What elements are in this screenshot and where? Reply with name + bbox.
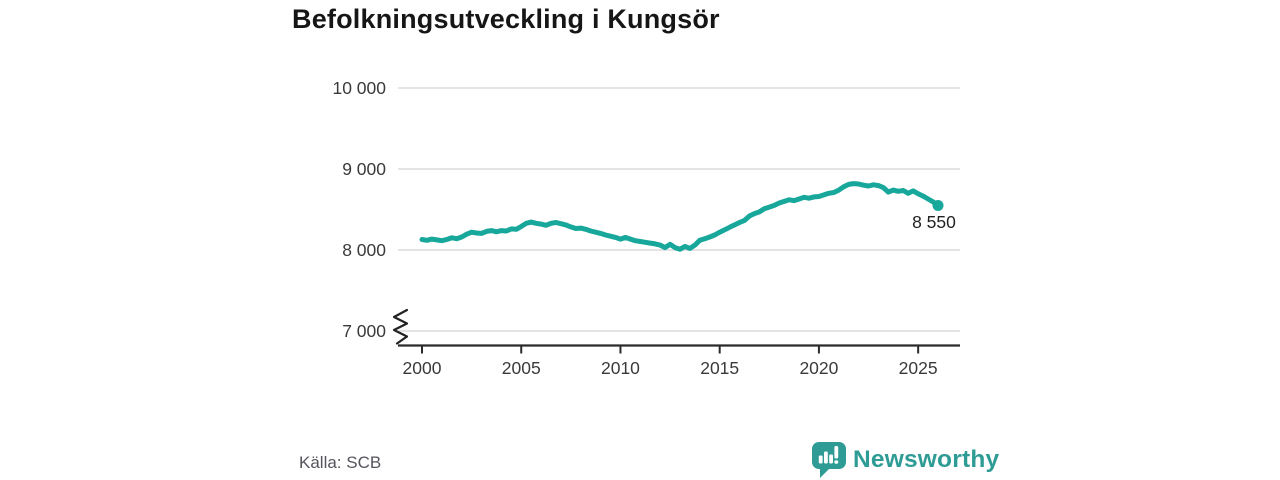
y-axis-tick-label: 9 000 [342, 159, 386, 179]
newsworthy-logo-icon [812, 442, 846, 478]
population-line-chart [392, 87, 960, 354]
x-axis-tick-label: 2015 [700, 358, 740, 378]
newsworthy-logo[interactable]: Newsworthy [812, 442, 999, 478]
last-value-label: 8 550 [912, 212, 956, 233]
y-axis-tick-label: 10 000 [332, 78, 386, 98]
x-axis-tick-label: 2005 [501, 358, 541, 378]
x-axis-tick-label: 2020 [799, 358, 839, 378]
y-axis-tick-label: 8 000 [342, 240, 386, 260]
chart-title: Befolkningsutveckling i Kungsör [292, 4, 720, 34]
y-axis-tick-label: 7 000 [342, 321, 386, 341]
x-axis-tick-label: 2025 [898, 358, 938, 378]
newsworthy-logo-text: Newsworthy [853, 446, 1000, 473]
x-axis-tick-label: 2000 [402, 358, 442, 378]
source-note: Källa: SCB [299, 453, 382, 472]
x-axis-tick-label: 2010 [600, 358, 640, 378]
